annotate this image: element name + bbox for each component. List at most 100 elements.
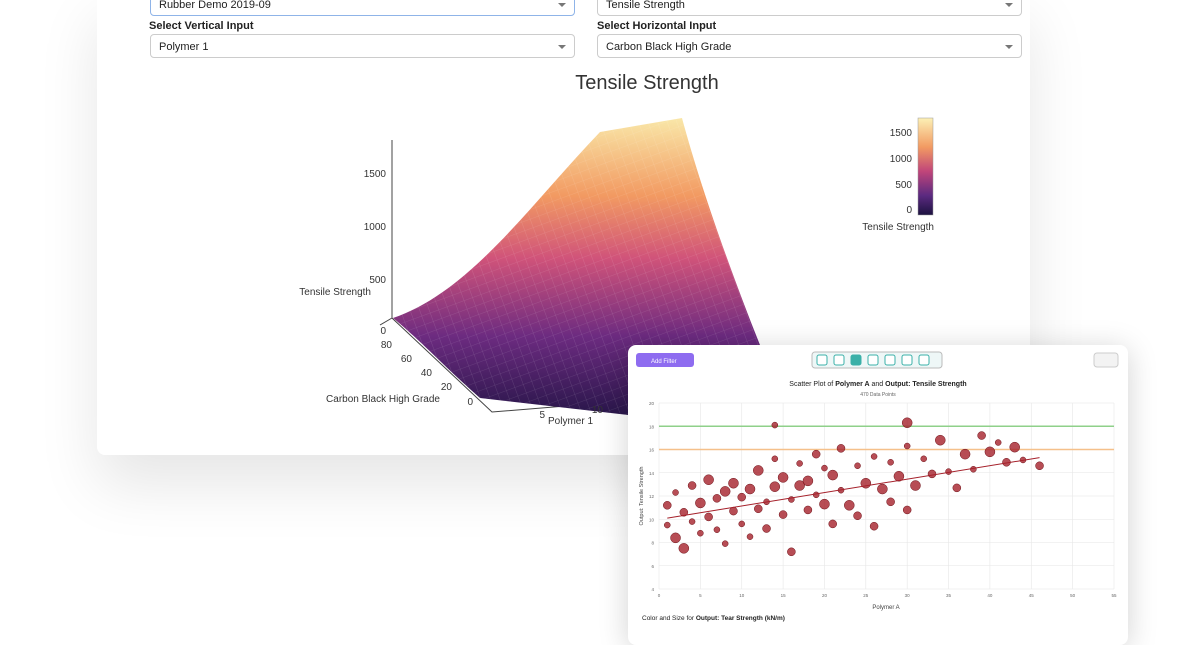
tool-icon[interactable] bbox=[833, 354, 845, 366]
dataset-select[interactable]: Rubber Demo 2019-09 bbox=[150, 0, 575, 16]
tool-icon[interactable] bbox=[850, 354, 862, 366]
point bbox=[712, 494, 722, 503]
y-tick-label: 20 bbox=[649, 401, 655, 406]
z-tick-label: 500 bbox=[369, 275, 386, 286]
horizontal-label: Select Horizontal Input bbox=[597, 20, 717, 32]
point bbox=[901, 417, 913, 429]
point bbox=[887, 459, 894, 466]
point bbox=[746, 533, 754, 540]
point bbox=[744, 483, 756, 495]
point bbox=[697, 529, 704, 537]
point bbox=[796, 460, 803, 467]
scatter-card bbox=[628, 345, 1128, 645]
x-tick-label: 30 bbox=[905, 593, 911, 598]
point bbox=[663, 501, 672, 510]
vertical-select[interactable]: Polymer 1 bbox=[150, 34, 575, 58]
point bbox=[664, 521, 671, 529]
x-axis-label: Polymer A bbox=[872, 605, 899, 611]
scatter-footer: Color and Size for Output: Tear Strength… bbox=[642, 615, 785, 622]
tool-icon[interactable] bbox=[901, 354, 913, 366]
point bbox=[787, 547, 796, 557]
point bbox=[728, 477, 739, 489]
point bbox=[984, 446, 996, 458]
point bbox=[821, 464, 828, 472]
point bbox=[886, 497, 895, 507]
title-part: Polymer A bbox=[835, 381, 869, 388]
point bbox=[803, 505, 813, 515]
y-tick-label: 18 bbox=[649, 424, 655, 429]
z-tick-label: 0 bbox=[380, 326, 386, 337]
point bbox=[672, 489, 679, 496]
y-tick-label: 12 bbox=[649, 494, 655, 499]
y-tick-label: 20 bbox=[441, 382, 453, 393]
point bbox=[794, 480, 805, 491]
colorbar-tick-label: 1000 bbox=[890, 154, 913, 165]
y-tick-label: 14 bbox=[649, 471, 655, 476]
add-filter-button[interactable] bbox=[636, 353, 694, 367]
x-tick-label: 0 bbox=[658, 593, 661, 598]
point bbox=[869, 521, 879, 531]
y-tick-label: 0 bbox=[467, 397, 473, 408]
point bbox=[819, 498, 830, 510]
point bbox=[703, 474, 714, 485]
point bbox=[1035, 461, 1044, 471]
y-tick-label: 10 bbox=[649, 517, 655, 522]
point bbox=[877, 483, 888, 495]
point bbox=[935, 434, 946, 446]
colorbar-label: Tensile Strength bbox=[862, 222, 934, 233]
point bbox=[769, 481, 781, 492]
horizontal-select[interactable]: Carbon Black High Grade bbox=[597, 34, 1022, 58]
trendline bbox=[667, 457, 1040, 519]
colorbar-tick-label: 0 bbox=[906, 205, 912, 216]
x-tick-label: 5 bbox=[699, 593, 702, 598]
y-tick-label: 40 bbox=[421, 368, 433, 379]
point bbox=[687, 481, 697, 490]
x-tick-label: 55 bbox=[1111, 593, 1117, 598]
output-select[interactable]: Tensile Strength bbox=[597, 0, 1022, 16]
point bbox=[844, 500, 855, 511]
settings-button[interactable] bbox=[1093, 352, 1119, 368]
point bbox=[927, 469, 937, 479]
point bbox=[753, 465, 764, 476]
y-axis-label: Output: Tensile Strength bbox=[639, 467, 645, 526]
point bbox=[977, 431, 986, 440]
point bbox=[920, 455, 927, 463]
point bbox=[704, 512, 713, 522]
scatter-subtitle: 470 Data Points bbox=[860, 392, 896, 398]
point bbox=[959, 448, 971, 460]
x-tick-label: 50 bbox=[1070, 593, 1076, 598]
y-tick-label: 16 bbox=[649, 448, 655, 453]
scatter-plot: Add Filter Scatter Plot of Polymer A and… bbox=[636, 351, 1119, 622]
point bbox=[719, 486, 731, 497]
x-tick-label: 25 bbox=[863, 593, 869, 598]
point bbox=[778, 510, 788, 519]
point bbox=[952, 483, 962, 493]
colorbar-tick-label: 500 bbox=[895, 180, 912, 191]
x-tick-label: 5 bbox=[539, 410, 545, 421]
point bbox=[827, 469, 838, 481]
page: Rubber Demo 2019-09 Tensile Strength Sel… bbox=[149, 0, 1119, 622]
point bbox=[802, 475, 814, 487]
point bbox=[688, 518, 696, 525]
point bbox=[678, 543, 690, 554]
tool-icon[interactable] bbox=[867, 354, 879, 366]
x-tick-label: 35 bbox=[946, 593, 952, 598]
y-tick-label: 4 bbox=[651, 587, 654, 592]
point bbox=[771, 455, 779, 463]
title-part: Output: Tensile Strength bbox=[885, 381, 967, 388]
tool-icon[interactable] bbox=[918, 354, 930, 366]
point bbox=[729, 506, 738, 516]
point bbox=[854, 462, 861, 470]
x-tick-label: 45 bbox=[1029, 593, 1035, 598]
z-tick-label: 1500 bbox=[364, 169, 387, 180]
x-tick-label: 40 bbox=[987, 593, 993, 598]
point bbox=[721, 540, 729, 547]
point bbox=[762, 524, 771, 533]
y-axis-label: Carbon Black High Grade bbox=[326, 394, 440, 405]
surface-title: Tensile Strength bbox=[575, 72, 718, 94]
tool-icon[interactable] bbox=[816, 354, 828, 366]
point bbox=[903, 442, 911, 450]
tool-icon[interactable] bbox=[884, 354, 896, 366]
point bbox=[910, 480, 921, 491]
y-tick-label: 6 bbox=[651, 564, 654, 569]
